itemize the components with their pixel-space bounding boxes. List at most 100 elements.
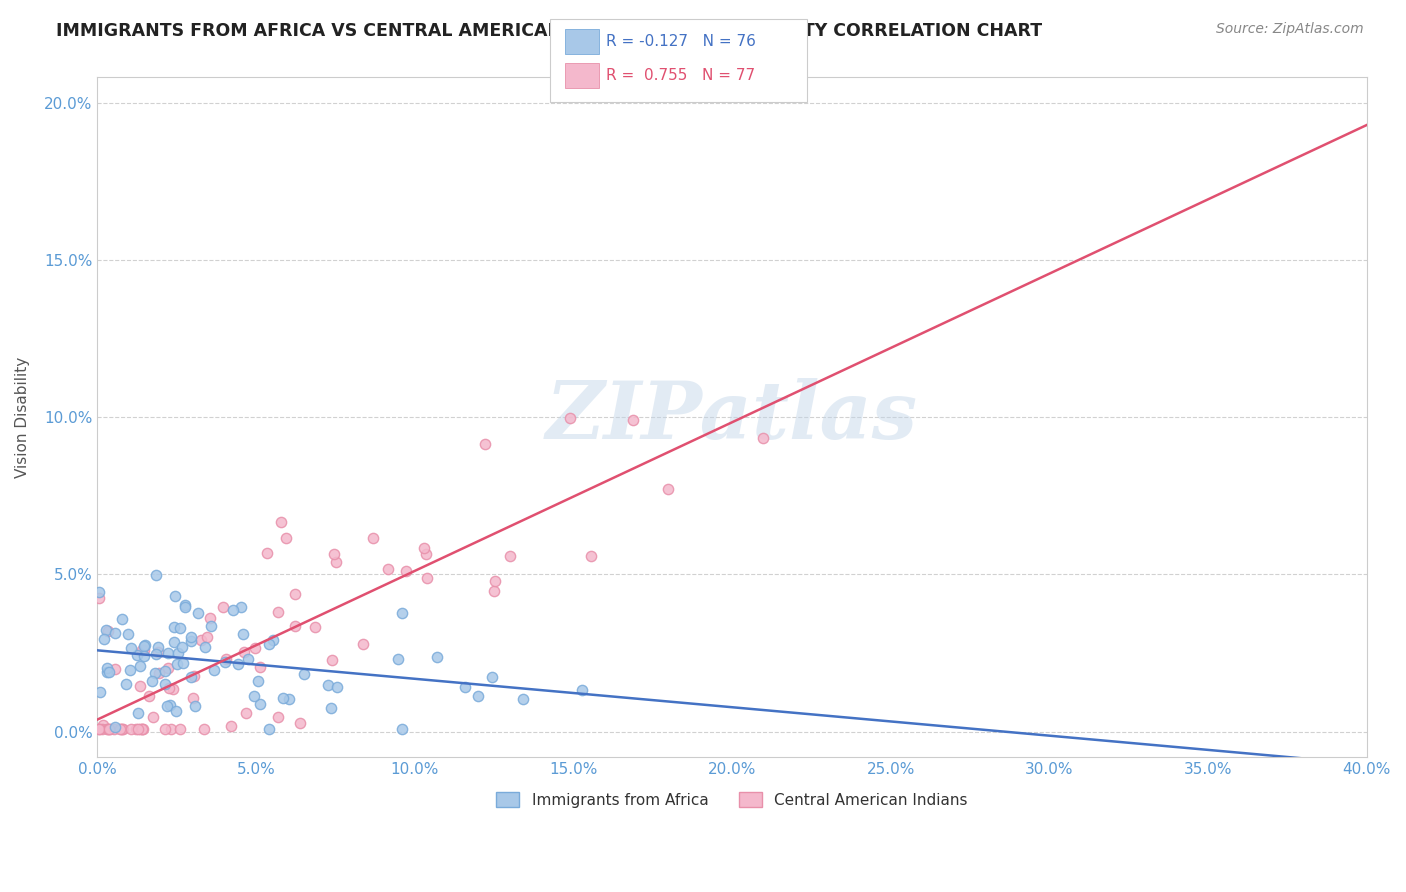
Point xyxy=(93,632,115,647)
Point xyxy=(94,623,117,637)
Point xyxy=(96,722,118,736)
Point xyxy=(292,667,315,681)
Point xyxy=(110,722,132,736)
Point xyxy=(157,681,180,695)
Point xyxy=(97,722,120,736)
Point xyxy=(571,682,593,697)
Point xyxy=(125,648,148,662)
Point xyxy=(132,639,155,653)
Point xyxy=(325,680,347,694)
Point xyxy=(212,599,235,614)
Point xyxy=(134,643,156,657)
Point xyxy=(166,657,188,671)
Point xyxy=(752,431,775,445)
Point xyxy=(165,589,187,603)
Point xyxy=(257,636,280,650)
Point xyxy=(454,680,477,694)
Point xyxy=(200,619,222,633)
Point xyxy=(416,571,439,585)
Point xyxy=(91,717,114,731)
Point xyxy=(581,549,603,563)
Legend: Immigrants from Africa, Central American Indians: Immigrants from Africa, Central American… xyxy=(491,786,973,814)
Point xyxy=(111,612,134,626)
Point xyxy=(304,619,326,633)
Point xyxy=(278,692,301,706)
Point xyxy=(657,482,679,496)
Point xyxy=(325,555,347,569)
Point xyxy=(352,637,374,651)
Text: R = -0.127   N = 76: R = -0.127 N = 76 xyxy=(606,35,756,49)
Point xyxy=(156,647,179,661)
Point xyxy=(243,640,266,655)
Point xyxy=(274,531,297,545)
Point xyxy=(141,673,163,688)
Text: Source: ZipAtlas.com: Source: ZipAtlas.com xyxy=(1216,22,1364,37)
Point xyxy=(169,722,191,736)
Point xyxy=(249,697,271,711)
Point xyxy=(284,587,307,601)
Point xyxy=(120,663,142,677)
Point xyxy=(104,626,127,640)
Point xyxy=(481,671,503,685)
Point xyxy=(156,661,179,675)
Point xyxy=(214,655,236,669)
Point xyxy=(163,635,186,649)
Point xyxy=(167,646,190,660)
Point xyxy=(233,645,256,659)
Point xyxy=(142,709,165,723)
Point xyxy=(262,632,284,647)
Point xyxy=(321,652,343,666)
Point xyxy=(148,666,170,681)
Point xyxy=(180,670,202,684)
Point xyxy=(153,664,176,678)
Point xyxy=(193,722,215,736)
Point xyxy=(235,706,257,720)
Point xyxy=(87,591,110,606)
Point xyxy=(184,698,207,713)
Point xyxy=(174,600,197,615)
Point xyxy=(187,606,209,620)
Point xyxy=(96,661,118,675)
Point xyxy=(169,621,191,635)
Point xyxy=(153,722,176,736)
Point xyxy=(323,547,346,561)
Point xyxy=(391,722,413,736)
Point xyxy=(104,662,127,676)
Point xyxy=(165,704,187,718)
Point xyxy=(148,645,170,659)
Point xyxy=(231,600,253,615)
Point xyxy=(115,676,138,690)
Point xyxy=(153,677,176,691)
Point xyxy=(129,722,152,736)
Point xyxy=(127,706,149,720)
Point xyxy=(499,549,522,563)
Point xyxy=(413,541,436,555)
Point xyxy=(145,647,167,661)
Point xyxy=(482,583,505,598)
Point xyxy=(143,665,166,680)
Point xyxy=(621,413,644,427)
Point xyxy=(377,562,399,576)
Point xyxy=(387,652,409,666)
Point xyxy=(256,546,278,560)
Point xyxy=(415,548,437,562)
Point xyxy=(222,603,245,617)
Point xyxy=(98,722,121,736)
Point xyxy=(120,640,142,655)
Point xyxy=(172,656,194,670)
Point xyxy=(219,719,242,733)
Point xyxy=(226,657,249,671)
Point xyxy=(232,627,254,641)
Text: ZIPatlas: ZIPatlas xyxy=(546,378,918,456)
Point xyxy=(104,720,127,734)
Point xyxy=(180,633,202,648)
Point xyxy=(97,624,120,639)
Point xyxy=(194,640,217,655)
Point xyxy=(271,690,294,705)
Point xyxy=(156,699,179,714)
Point xyxy=(131,643,153,657)
Point xyxy=(120,722,142,736)
Point xyxy=(270,515,292,529)
Point xyxy=(117,627,139,641)
Point xyxy=(131,722,153,736)
